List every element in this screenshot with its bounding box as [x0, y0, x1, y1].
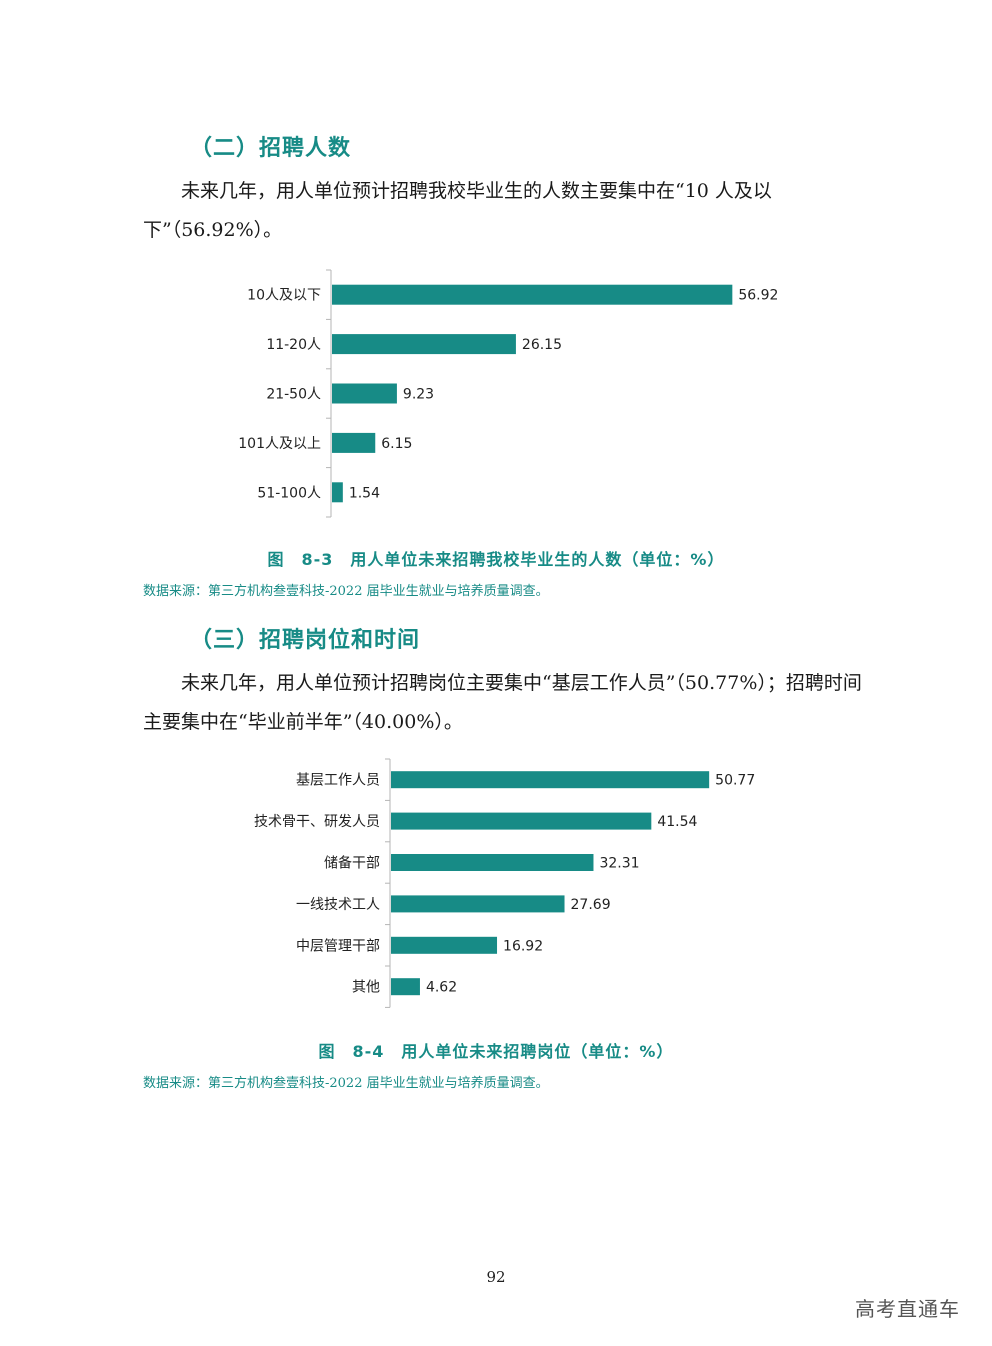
data-label: 9.23	[403, 387, 434, 403]
bar	[332, 432, 376, 453]
paragraph-recruit-count: 未来几年，用人单位预计招聘我校毕业生的人数主要集中在“10 人及以下”（56.9…	[143, 180, 772, 241]
section-heading-positions-time: （三）招聘岗位和时间	[190, 628, 421, 653]
watermark-text: 高考直通车	[855, 1297, 960, 1321]
bar-chart-recruit-count: 10人及以下 56.92 11-20人 26.15 21-50人 9.23 101人及以上 6…	[238, 269, 778, 518]
paragraph-positions-time: 未来几年，用人单位预计招聘岗位主要集中“基层工作人员”（50.77%）；招聘时间…	[143, 672, 862, 733]
bar	[391, 978, 420, 996]
category-label: 21-50人	[266, 387, 321, 403]
category-label: 储备干部	[324, 855, 380, 872]
category-label: 基层工作人员	[296, 772, 380, 789]
data-label: 32.31	[599, 856, 639, 872]
category-label: 101人及以上	[238, 436, 321, 452]
data-label: 50.77	[715, 773, 755, 789]
data-label: 1.54	[349, 485, 380, 501]
bar	[332, 334, 516, 355]
data-label: 6.15	[381, 436, 412, 452]
bar-chart-positions: 基层工作人员 50.77 技术骨干、研发人员 41.54 储备干部 32.31 一线技术工人…	[254, 758, 755, 1008]
page-number: 92	[486, 1268, 506, 1286]
data-label: 41.54	[657, 814, 697, 830]
category-label: 其他	[352, 980, 380, 996]
bar	[332, 383, 397, 404]
bar	[391, 854, 594, 871]
category-label: 10人及以下	[247, 288, 321, 304]
data-label: 56.92	[738, 288, 778, 304]
bar	[332, 284, 733, 305]
bar	[391, 895, 565, 913]
data-label: 16.92	[503, 938, 543, 954]
data-source-note: 数据来源：第三方机构叁壹科技-2022 届毕业生就业与培养质量调查。	[143, 1076, 549, 1091]
data-label: 26.15	[522, 337, 562, 353]
data-label: 4.62	[426, 980, 457, 996]
category-label: 51-100人	[257, 485, 321, 501]
bar	[332, 482, 343, 503]
data-source-note: 数据来源：第三方机构叁壹科技-2022 届毕业生就业与培养质量调查。	[143, 584, 549, 599]
bar	[391, 812, 652, 830]
figure-caption-8-4: 图 8-4 用人单位未来招聘岗位（单位：%）	[318, 1042, 674, 1061]
section-heading-recruit-count: （二）招聘人数	[190, 136, 352, 161]
data-label: 27.69	[571, 897, 611, 913]
category-label: 技术骨干、研发人员	[254, 814, 380, 830]
figure-caption-8-3: 图 8-3 用人单位未来招聘我校毕业生的人数（单位：%）	[267, 550, 725, 569]
category-label: 11-20人	[266, 337, 321, 353]
category-label: 中层管理干部	[296, 938, 380, 954]
bar	[391, 771, 710, 789]
category-label: 一线技术工人	[296, 897, 380, 913]
bar	[391, 936, 498, 954]
